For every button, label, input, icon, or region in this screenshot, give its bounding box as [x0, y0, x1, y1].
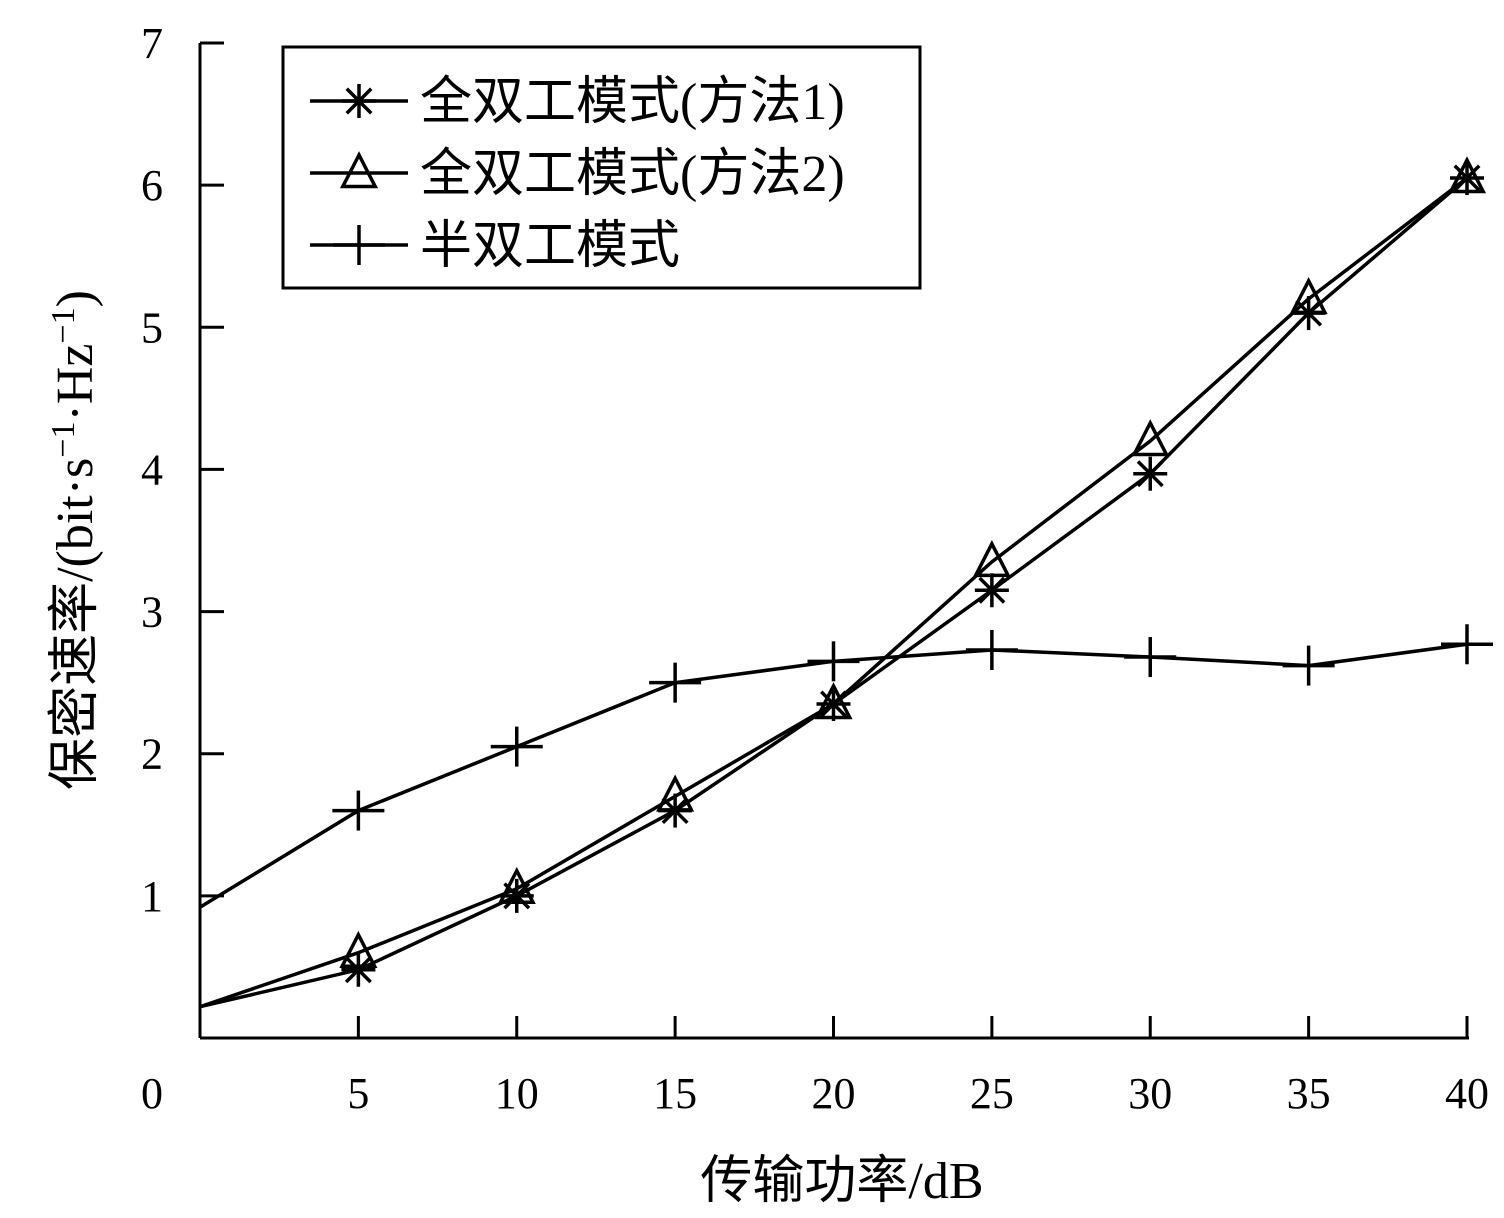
- x-tick-label-0: 0: [141, 1069, 163, 1118]
- y-tick-label-6: 6: [141, 161, 163, 210]
- legend-item-0-marker: [342, 84, 376, 118]
- series-1-point-5: [972, 539, 1011, 578]
- y-tick-label-4: 4: [141, 445, 163, 494]
- series-2-point-5: [965, 629, 1018, 670]
- series-1-point-6: [1131, 419, 1170, 457]
- series-1-point-1: [339, 930, 378, 968]
- legend-item-0: 全双工模式(方法1): [310, 74, 845, 131]
- series-1-point-2-tri: [497, 866, 536, 904]
- y-tick-label-7: 7: [141, 19, 163, 68]
- x-tick-label-35: 35: [1287, 1069, 1331, 1118]
- x-tick-label-30: 30: [1128, 1069, 1172, 1118]
- series-2-point-4: [807, 641, 860, 682]
- legend-item-0-label: 全双工模式(方法1): [420, 74, 845, 131]
- series-1-point-3: [656, 774, 695, 812]
- series-2-point-3: [649, 662, 702, 703]
- x-tick-label-20: 20: [812, 1069, 856, 1118]
- x-axis-title: 传输功率/dB: [700, 1153, 983, 1210]
- legend-item-1-label: 全双工模式(方法2): [420, 146, 845, 203]
- series-2-point-6: [1124, 637, 1177, 678]
- legend-item-2-marker: [333, 225, 385, 265]
- legend-item-2: 半双工模式: [310, 218, 680, 275]
- y-tick-label-1: 1: [141, 872, 163, 921]
- x-tick-label-5: 5: [347, 1069, 369, 1118]
- y-tick-label-3: 3: [141, 588, 163, 637]
- x-tick-label-25: 25: [970, 1069, 1014, 1118]
- x-tick-label-10: 10: [495, 1069, 539, 1118]
- legend-item-1: 全双工模式(方法2): [310, 146, 845, 203]
- legend-item-1-marker: [339, 151, 379, 189]
- series-1: [199, 156, 1487, 1009]
- series-0-point-1-d2: [344, 956, 372, 984]
- ticks: 0 5 10 15 20 25 30 35 40 1 2 3 4 5 6 7: [141, 19, 1489, 1118]
- legend-box: [281, 45, 922, 290]
- series-0-point-1: [341, 952, 376, 987]
- legend-item-0-marker-d2: [345, 87, 373, 115]
- series-1-point-7-tri: [1289, 277, 1328, 315]
- series-layer: [199, 156, 1493, 1009]
- x-tick-label-15: 15: [653, 1069, 697, 1118]
- series-0-point-5-d2: [978, 576, 1006, 604]
- series-1-point-6-tri: [1131, 419, 1170, 457]
- y-tick-label-2: 2: [141, 730, 163, 779]
- legend: 全双工模式(方法1) 全双工模式(方法2) 半双工模式: [281, 45, 922, 290]
- series-0-line: [199, 176, 1469, 1009]
- series-0-point-6-d2: [1136, 460, 1164, 488]
- series-2-point-2: [490, 726, 543, 767]
- series-2-point-1: [332, 790, 385, 831]
- y-axis-title-main: 保密速率/(bit·s: [47, 458, 104, 790]
- legend-item-1-marker-tri: [339, 151, 379, 189]
- y-tick-label-5: 5: [141, 303, 163, 352]
- series-1-point-2: [497, 866, 536, 904]
- series-2-point-8: [1441, 624, 1493, 665]
- y-axis-title-sup1: −1: [45, 422, 82, 458]
- series-1-point-4-tri: [814, 682, 853, 720]
- series-1-point-4: [814, 682, 853, 720]
- series-1-point-3-tri: [656, 774, 695, 812]
- series-1-point-8: [1447, 156, 1487, 194]
- series-0-point-6: [1133, 456, 1168, 491]
- series-2-point-7: [1282, 645, 1335, 686]
- x-tick-label-40: 40: [1445, 1069, 1489, 1118]
- y-axis-title-end: ): [47, 290, 104, 307]
- series-1-point-5-tri: [972, 539, 1011, 578]
- series-1-point-7: [1289, 277, 1328, 315]
- legend-item-2-label: 半双工模式: [420, 218, 680, 275]
- series-2: [199, 624, 1493, 909]
- y-axis-title-mid: ·Hz: [47, 344, 104, 422]
- y-axis-title: 保密速率/(bit·s−1·Hz−1): [45, 290, 104, 790]
- series-1-point-8-tri: [1447, 156, 1487, 194]
- series-0-point-5: [974, 573, 1009, 608]
- series-1-line: [199, 176, 1469, 1009]
- series-1-point-1-tri: [339, 930, 378, 968]
- y-axis-title-sup2: −1: [45, 307, 82, 343]
